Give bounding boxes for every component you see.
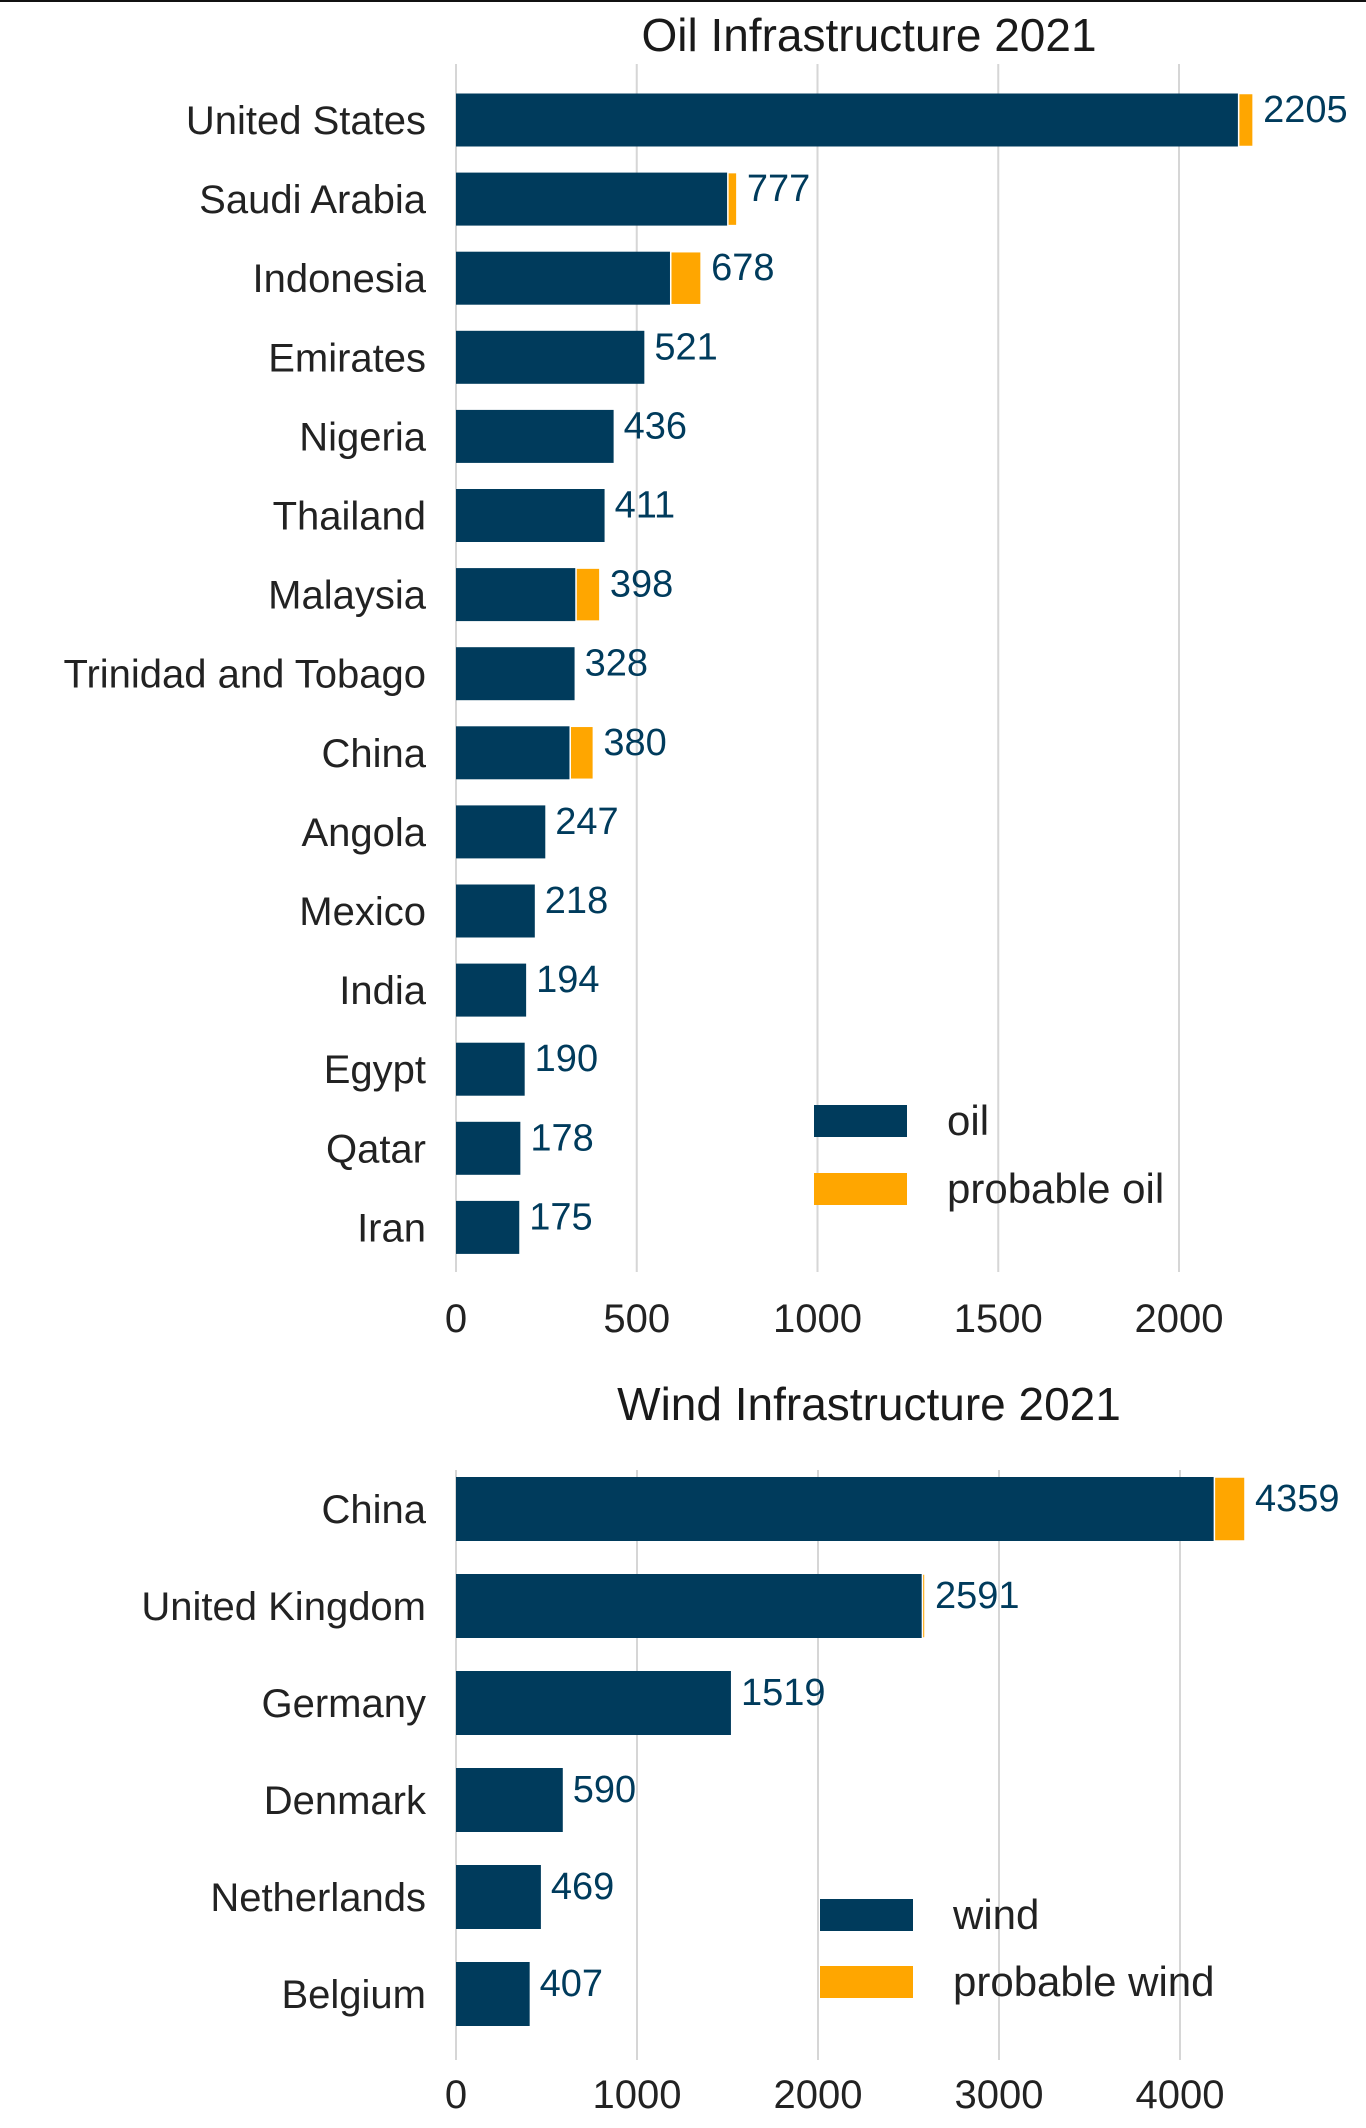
value-label: 328 <box>585 643 648 685</box>
value-label: 4359 <box>1255 1478 1340 1520</box>
value-label: 175 <box>529 1196 592 1238</box>
legend-swatch-probable-oil <box>814 1173 907 1205</box>
category-label: Mexico <box>299 890 426 934</box>
oil-bar <box>456 884 535 938</box>
value-label: 2205 <box>1263 89 1348 131</box>
value-label: 247 <box>555 801 618 843</box>
legend-label: probable wind <box>953 1958 1215 2005</box>
legend-label: wind <box>952 1891 1039 1938</box>
probable-wind-bar <box>1213 1476 1246 1542</box>
value-label: 521 <box>654 326 717 368</box>
category-label: Belgium <box>281 1973 426 2017</box>
value-label: 218 <box>545 880 608 922</box>
x-tick-label: 1000 <box>593 2073 682 2117</box>
category-label: Indonesia <box>253 257 427 301</box>
value-label: 436 <box>624 405 687 447</box>
value-label: 407 <box>540 1963 603 2005</box>
x-tick-label: 0 <box>445 2073 467 2117</box>
probable-oil-bar <box>669 250 702 306</box>
legend-label: probable oil <box>947 1165 1164 1212</box>
wind-bar <box>456 1962 530 2026</box>
legend-swatch-wind <box>820 1899 913 1931</box>
top-border <box>0 0 1366 2</box>
category-label: Angola <box>301 811 426 855</box>
probable-oil-bar <box>727 171 738 227</box>
chart-title: Wind Infrastructure 2021 <box>617 1378 1121 1430</box>
category-label: Thailand <box>273 495 426 539</box>
oil-bar <box>456 409 614 463</box>
legend-swatch-oil <box>814 1105 907 1137</box>
chart-title: Oil Infrastructure 2021 <box>641 9 1096 61</box>
category-label: Qatar <box>326 1127 426 1171</box>
value-label: 777 <box>747 168 810 210</box>
category-label: Germany <box>262 1682 427 1726</box>
wind-bar <box>456 1865 541 1929</box>
category-label: Netherlands <box>210 1876 426 1920</box>
category-label: Nigeria <box>299 415 426 459</box>
oil-bar <box>456 489 605 542</box>
x-tick-label: 3000 <box>955 2073 1044 2117</box>
category-label: China <box>321 1488 426 1532</box>
wind-bar <box>456 1671 731 1735</box>
category-label: Egypt <box>324 1048 426 1092</box>
oil-bar <box>456 1121 521 1175</box>
value-label: 190 <box>535 1038 598 1080</box>
category-label: Emirates <box>268 336 426 380</box>
wind-bar <box>456 1768 563 1832</box>
category-label: Denmark <box>264 1779 427 1823</box>
legend-swatch-probable-wind <box>820 1966 913 1998</box>
oil-bar <box>456 647 575 701</box>
value-label: 380 <box>603 722 666 764</box>
oil-bar <box>456 172 728 226</box>
value-label: 469 <box>551 1866 614 1908</box>
oil-chart: 0 500 1000 1500 2000 Oil Infrastructure 2021 U… <box>64 9 1348 1341</box>
x-tick-label: 4000 <box>1136 2073 1225 2117</box>
value-label: 1519 <box>741 1672 826 1714</box>
wind-bar <box>456 1574 923 1638</box>
value-label: 2591 <box>935 1575 1020 1617</box>
oil-bar <box>456 726 571 780</box>
value-label: 398 <box>610 564 673 606</box>
probable-wind-bar <box>921 1573 926 1639</box>
value-label: 411 <box>615 485 676 527</box>
category-label: United Kingdom <box>141 1585 426 1629</box>
value-label: 194 <box>536 959 599 1001</box>
x-tick-label: 1000 <box>773 1297 862 1341</box>
value-label: 590 <box>573 1769 636 1811</box>
probable-oil-bar <box>1237 92 1254 148</box>
oil-bar <box>456 251 671 305</box>
value-label: 678 <box>711 247 774 289</box>
x-tick-label: 1500 <box>954 1297 1043 1341</box>
x-tick-label: 2000 <box>1135 1297 1224 1341</box>
category-label: Iran <box>357 1206 426 1250</box>
x-tick-label: 0 <box>445 1297 467 1341</box>
category-label: Malaysia <box>268 574 427 618</box>
oil-bar <box>456 805 546 859</box>
oil-bar <box>456 330 645 384</box>
category-label: Trinidad and Tobago <box>64 653 427 697</box>
category-label: China <box>321 732 426 776</box>
category-label: United States <box>186 99 426 143</box>
oil-bar <box>456 1042 525 1096</box>
category-label: India <box>339 969 426 1013</box>
legend-label: oil <box>947 1097 989 1144</box>
wind-bar <box>456 1477 1215 1541</box>
value-label: 178 <box>530 1117 593 1159</box>
x-tick-label: 2000 <box>774 2073 863 2117</box>
oil-bar <box>456 93 1239 147</box>
probable-oil-bar <box>575 567 601 622</box>
oil-bar <box>456 568 577 622</box>
x-tick-label: 500 <box>603 1297 670 1341</box>
wind-chart: 0 1000 2000 3000 4000 Wind Infrastructure 202… <box>141 1378 1340 2117</box>
category-label: Saudi Arabia <box>199 178 427 222</box>
probable-oil-bar <box>569 725 595 781</box>
oil-bar <box>456 1200 520 1254</box>
oil-bar <box>456 963 527 1017</box>
